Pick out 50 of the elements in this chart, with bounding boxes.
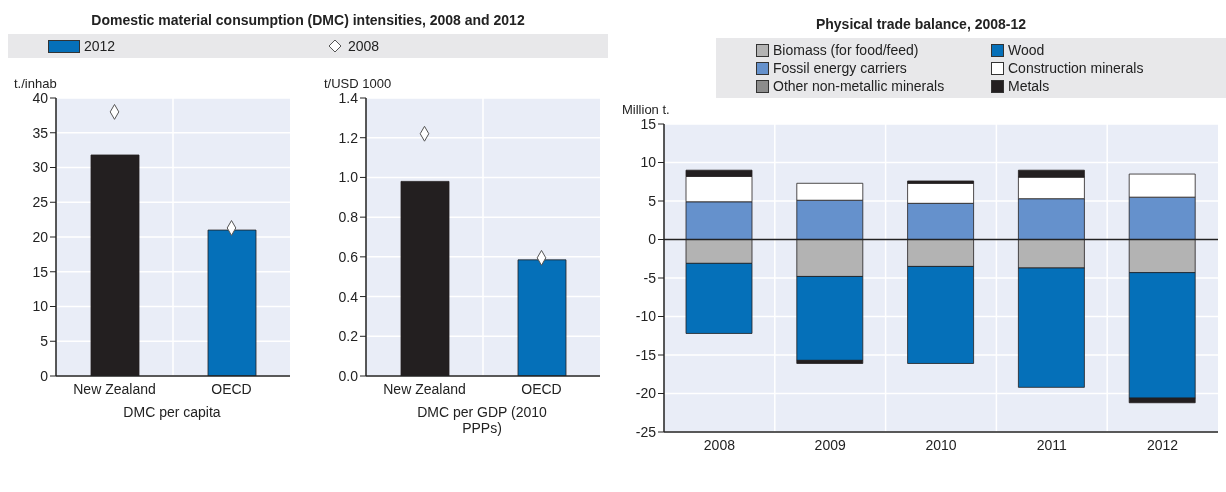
legend-label: Other non-metallic minerals <box>773 78 945 94</box>
y-axis-title: t/USD 1000 <box>324 76 393 92</box>
y-tick-label: 1.0 <box>338 169 359 186</box>
y-tick-label: 1.4 <box>338 89 359 106</box>
y-tick-label: 0 <box>648 231 657 248</box>
x-tick-label: New Zealand <box>73 380 156 397</box>
y-tick-label: 20 <box>32 228 49 245</box>
x-tick-label: OECD <box>211 380 252 397</box>
y-axis-title: Million t. <box>622 102 671 118</box>
legend-label: 2008 <box>348 38 380 54</box>
legend-label: Fossil energy carriers <box>773 60 907 76</box>
y-axis-title: t./inhab <box>14 76 58 92</box>
y-tick-label: 0.6 <box>338 248 359 265</box>
y-tick-label: 0.0 <box>338 367 359 384</box>
y-tick-label: 0.8 <box>338 209 359 226</box>
y-tick-label: 15 <box>640 115 657 132</box>
y-tick-label: 15 <box>32 263 49 280</box>
x-tick-label: 2010 <box>925 436 957 453</box>
x-axis-title: DMC per GDP (2010 PPPs) <box>416 404 548 436</box>
chart-title: Domestic material consumption (DMC) intensities, 2008 and 2012 <box>90 12 526 30</box>
y-tick-label: 25 <box>32 194 49 211</box>
x-tick-label: 2011 <box>1036 436 1068 453</box>
y-tick-label: 5 <box>40 333 49 350</box>
y-tick-label: -20 <box>635 385 657 402</box>
legend-label: Metals <box>1008 78 1050 94</box>
legend-label: Biomass (for food/feed) <box>773 42 919 58</box>
y-tick-label: 30 <box>32 159 49 176</box>
x-tick-label: New Zealand <box>383 380 466 397</box>
y-tick-label: 10 <box>32 298 49 315</box>
x-tick-label: 2008 <box>703 436 736 453</box>
legend-label: Wood <box>1008 42 1045 58</box>
y-tick-label: 0.2 <box>338 328 359 345</box>
y-tick-label: 0.4 <box>338 288 359 305</box>
y-tick-label: 10 <box>640 154 657 171</box>
x-tick-label: 2009 <box>814 436 846 453</box>
y-tick-label: -25 <box>635 423 657 440</box>
legend-label: Construction minerals <box>1008 60 1144 76</box>
x-axis-title: DMC per capita <box>122 404 222 420</box>
y-tick-label: -15 <box>635 346 657 363</box>
y-tick-label: 5 <box>648 192 657 209</box>
y-tick-label: 35 <box>32 124 49 141</box>
chart-title: Physical trade balance, 2008-12 <box>814 16 1028 34</box>
legend-label: 2012 <box>84 38 116 54</box>
y-tick-label: 0 <box>40 367 49 384</box>
y-tick-label: -5 <box>643 269 657 286</box>
y-tick-label: -10 <box>635 308 657 325</box>
y-tick-label: 40 <box>32 89 49 106</box>
y-tick-label: 1.2 <box>338 129 359 146</box>
x-tick-label: OECD <box>521 380 562 397</box>
x-tick-label: 2012 <box>1147 436 1179 453</box>
